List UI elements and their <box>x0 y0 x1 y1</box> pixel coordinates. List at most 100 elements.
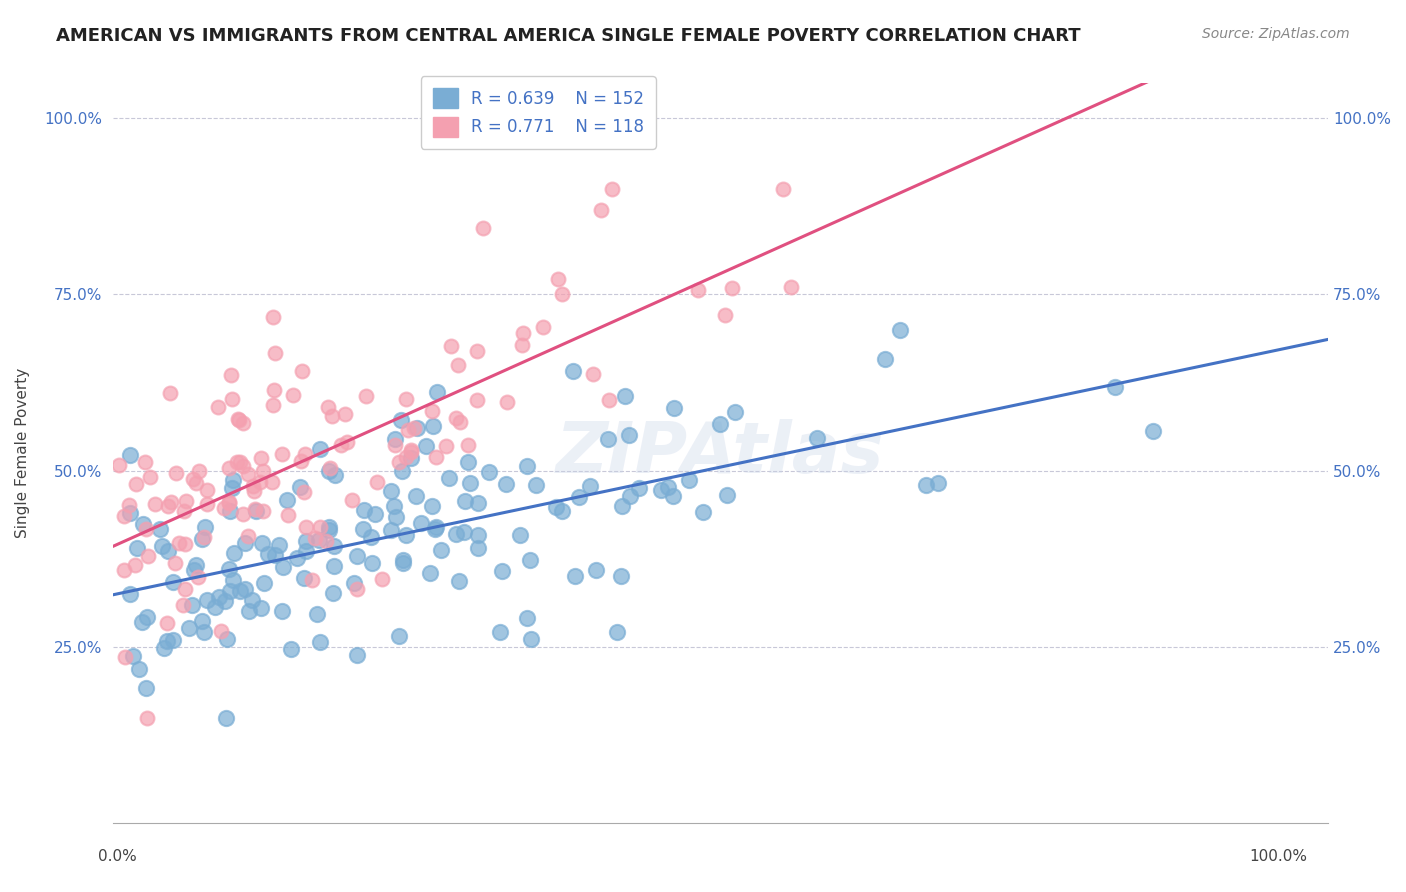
Americans <box>346 648 368 662</box>
Americans <box>422 418 444 433</box>
Immigrants from Central America <box>172 598 194 612</box>
Immigrants from Central America <box>457 438 479 452</box>
Americans <box>271 604 294 618</box>
Immigrants from Central America <box>346 582 368 596</box>
Immigrants from Central America <box>591 202 613 217</box>
Americans <box>135 681 157 695</box>
Americans <box>380 484 402 499</box>
Americans <box>204 599 226 614</box>
Text: 0.0%: 0.0% <box>98 849 138 863</box>
Immigrants from Central America <box>114 650 136 665</box>
Americans <box>509 527 531 541</box>
Immigrants from Central America <box>226 412 249 426</box>
Americans <box>568 490 591 504</box>
Americans <box>318 523 340 537</box>
Immigrants from Central America <box>366 475 388 490</box>
Immigrants from Central America <box>465 393 488 408</box>
Americans <box>149 522 172 536</box>
Americans <box>619 489 641 503</box>
Immigrants from Central America <box>193 530 215 544</box>
Americans <box>389 413 412 427</box>
Immigrants from Central America <box>221 392 243 406</box>
Immigrants from Central America <box>283 388 305 402</box>
Americans <box>360 557 382 571</box>
Immigrants from Central America <box>720 281 742 295</box>
Americans <box>295 534 318 549</box>
Immigrants from Central America <box>159 495 181 509</box>
Immigrants from Central America <box>304 531 326 545</box>
Immigrants from Central America <box>551 287 574 301</box>
Immigrants from Central America <box>582 367 605 381</box>
Americans <box>406 420 429 434</box>
Americans <box>156 633 179 648</box>
Americans <box>288 480 311 494</box>
Americans <box>491 564 513 578</box>
Americans <box>346 549 368 563</box>
Americans <box>191 533 214 547</box>
Immigrants from Central America <box>319 460 342 475</box>
Americans <box>454 493 477 508</box>
Immigrants from Central America <box>112 508 135 523</box>
Immigrants from Central America <box>218 496 240 510</box>
Immigrants from Central America <box>512 326 534 340</box>
Immigrants from Central America <box>598 392 620 407</box>
Americans <box>308 442 330 457</box>
Americans <box>364 507 387 521</box>
Americans <box>650 483 672 497</box>
Immigrants from Central America <box>290 454 312 468</box>
Americans <box>657 480 679 494</box>
Immigrants from Central America <box>183 472 205 486</box>
Americans <box>692 505 714 519</box>
Immigrants from Central America <box>395 450 418 464</box>
Americans <box>292 571 315 585</box>
Immigrants from Central America <box>238 467 260 481</box>
Immigrants from Central America <box>384 438 406 452</box>
Americans <box>564 569 586 583</box>
Immigrants from Central America <box>465 343 488 358</box>
Americans <box>399 450 422 465</box>
Immigrants from Central America <box>321 409 343 423</box>
Immigrants from Central America <box>252 504 274 518</box>
Y-axis label: Single Female Poverty: Single Female Poverty <box>15 368 30 538</box>
Americans <box>222 473 245 487</box>
Americans <box>395 528 418 542</box>
Immigrants from Central America <box>547 272 569 286</box>
Immigrants from Central America <box>420 403 443 417</box>
Americans <box>233 535 256 549</box>
Americans <box>409 516 432 531</box>
Americans <box>217 632 239 646</box>
Americans <box>219 504 242 518</box>
Immigrants from Central America <box>209 624 232 639</box>
Immigrants from Central America <box>531 319 554 334</box>
Immigrants from Central America <box>270 447 292 461</box>
Americans <box>585 563 607 577</box>
Immigrants from Central America <box>124 558 146 572</box>
Immigrants from Central America <box>252 464 274 478</box>
Americans <box>253 576 276 591</box>
Americans <box>280 641 302 656</box>
Americans <box>276 492 298 507</box>
Immigrants from Central America <box>512 338 534 352</box>
Immigrants from Central America <box>195 483 218 497</box>
Americans <box>352 522 374 536</box>
Immigrants from Central America <box>399 442 422 457</box>
Immigrants from Central America <box>370 572 392 586</box>
Americans <box>181 598 204 612</box>
Americans <box>612 500 634 514</box>
Americans <box>214 594 236 608</box>
Immigrants from Central America <box>399 444 422 458</box>
Americans <box>218 583 240 598</box>
Americans <box>453 524 475 539</box>
Americans <box>467 528 489 542</box>
Immigrants from Central America <box>447 359 470 373</box>
Immigrants from Central America <box>496 395 519 409</box>
Americans <box>229 584 252 599</box>
Americans <box>318 520 340 534</box>
Immigrants from Central America <box>231 417 253 431</box>
Immigrants from Central America <box>242 479 264 493</box>
Americans <box>384 509 406 524</box>
Americans <box>224 546 246 560</box>
Americans <box>190 614 212 628</box>
Immigrants from Central America <box>388 455 411 469</box>
Americans <box>305 607 328 622</box>
